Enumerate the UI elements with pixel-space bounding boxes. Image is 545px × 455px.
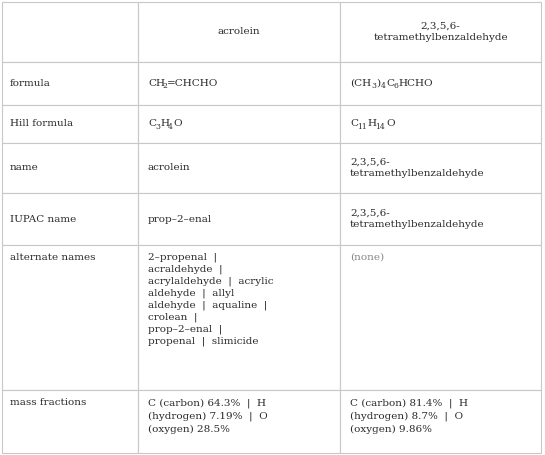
Bar: [2, 193, 138, 245]
Text: acrolein: acrolein: [148, 163, 191, 172]
Bar: [138, 143, 340, 193]
Text: C: C: [386, 79, 394, 88]
Text: IUPAC name: IUPAC name: [10, 214, 76, 223]
Bar: [2, 245, 138, 390]
Text: 3: 3: [155, 123, 160, 131]
Text: O: O: [386, 120, 395, 128]
Bar: [340, 245, 541, 390]
Bar: [340, 105, 541, 143]
Text: 2,3,5,6-
tetramethylbenzaldehyde: 2,3,5,6- tetramethylbenzaldehyde: [350, 208, 485, 229]
Bar: [138, 2, 340, 62]
Text: 14: 14: [375, 123, 385, 131]
Text: O: O: [173, 120, 181, 128]
Bar: [138, 105, 340, 143]
Text: HCHO: HCHO: [398, 79, 433, 88]
Text: ): ): [376, 79, 380, 88]
Bar: [138, 193, 340, 245]
Text: C (carbon) 81.4%  |  H
(hydrogen) 8.7%  |  O
(oxygen) 9.86%: C (carbon) 81.4% | H (hydrogen) 8.7% | O…: [350, 398, 468, 434]
Text: 2,3,5,6-
tetramethylbenzaldehyde: 2,3,5,6- tetramethylbenzaldehyde: [373, 21, 508, 42]
Bar: [340, 2, 541, 62]
Text: 2,3,5,6-
tetramethylbenzaldehyde: 2,3,5,6- tetramethylbenzaldehyde: [350, 157, 485, 178]
Text: Hill formula: Hill formula: [10, 120, 73, 128]
Text: 11: 11: [357, 123, 367, 131]
Bar: [2, 143, 138, 193]
Text: (none): (none): [350, 253, 384, 262]
Bar: [340, 390, 541, 453]
Text: H: H: [160, 120, 169, 128]
Text: 2: 2: [162, 82, 167, 91]
Text: 6: 6: [393, 82, 398, 91]
Text: 3: 3: [371, 82, 376, 91]
Bar: [340, 143, 541, 193]
Text: mass fractions: mass fractions: [10, 398, 86, 407]
Text: prop–2–enal: prop–2–enal: [148, 214, 212, 223]
Bar: [138, 62, 340, 105]
Bar: [138, 390, 340, 453]
Text: C (carbon) 64.3%  |  H
(hydrogen) 7.19%  |  O
(oxygen) 28.5%: C (carbon) 64.3% | H (hydrogen) 7.19% | …: [148, 398, 268, 434]
Bar: [340, 193, 541, 245]
Bar: [138, 245, 340, 390]
Bar: [2, 390, 138, 453]
Text: =CHCHO: =CHCHO: [167, 79, 219, 88]
Bar: [340, 62, 541, 105]
Text: 2–propenal  |
acraldehyde  |
acrylaldehyde  |  acrylic
aldehyde  |  allyl
aldehy: 2–propenal | acraldehyde | acrylaldehyde…: [148, 253, 274, 346]
Text: (CH: (CH: [350, 79, 371, 88]
Text: C: C: [350, 120, 358, 128]
Text: CH: CH: [148, 79, 165, 88]
Text: H: H: [367, 120, 376, 128]
Text: 4: 4: [168, 123, 173, 131]
Text: C: C: [148, 120, 156, 128]
Text: name: name: [10, 163, 39, 172]
Bar: [2, 62, 138, 105]
Bar: [2, 105, 138, 143]
Text: alternate names: alternate names: [10, 253, 95, 262]
Bar: [2, 2, 138, 62]
Text: 4: 4: [381, 82, 386, 91]
Text: acrolein: acrolein: [217, 27, 261, 36]
Text: formula: formula: [10, 79, 51, 88]
